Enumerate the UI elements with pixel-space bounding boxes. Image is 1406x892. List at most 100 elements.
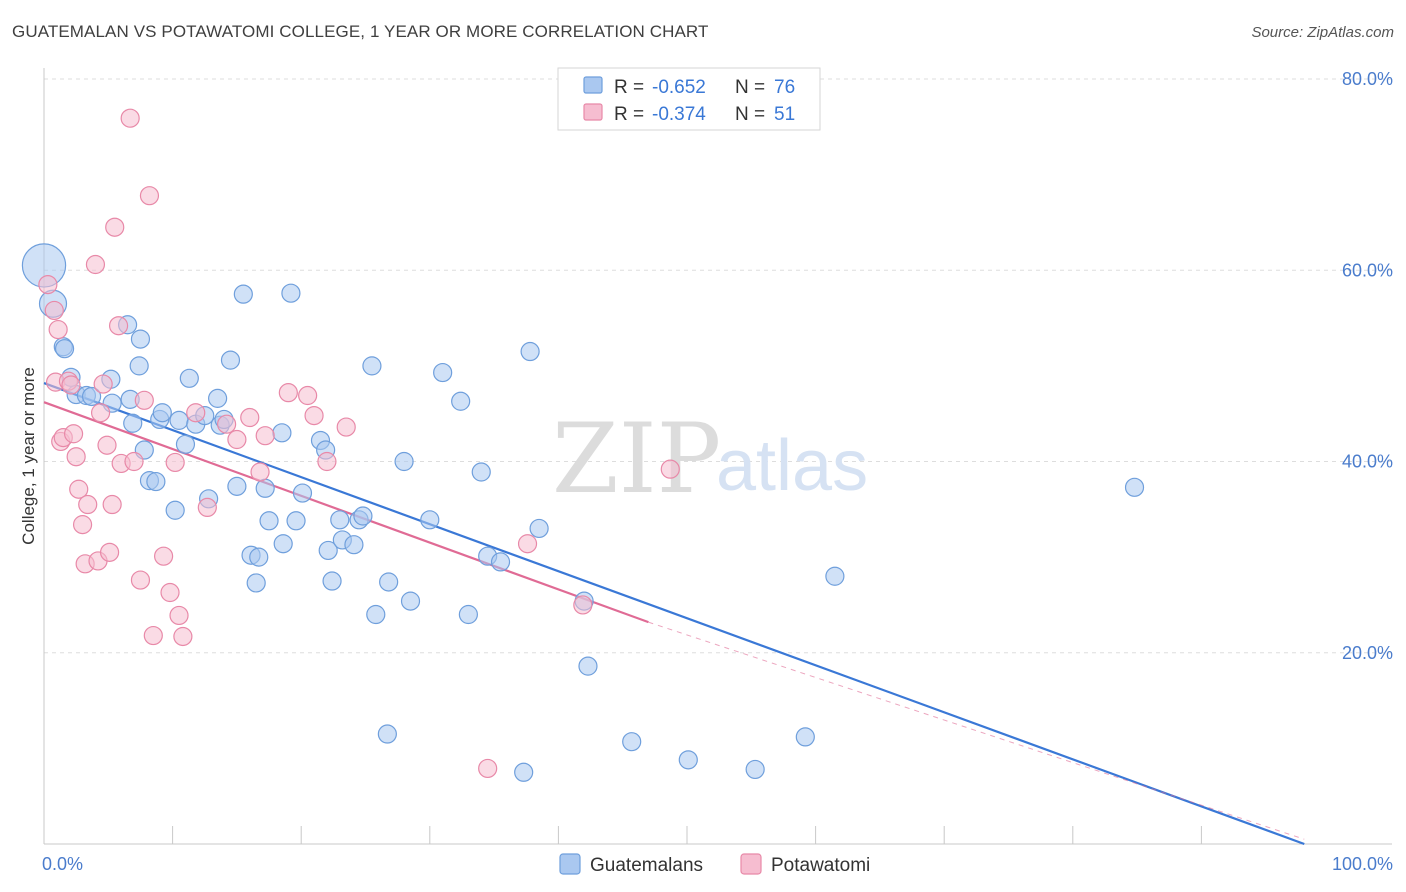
potawatomi-point-24 bbox=[120, 108, 140, 128]
stats-legend-swatch-potawatomi bbox=[583, 103, 603, 121]
stats-legend-n-label-1: N = bbox=[735, 77, 765, 98]
potawatomi-point-25 bbox=[124, 451, 144, 472]
potawatomi-point-44 bbox=[304, 406, 324, 426]
potawatomi-point-16 bbox=[90, 403, 111, 423]
legend-swatch-guatemalans bbox=[559, 853, 581, 875]
potawatomi-point-31 bbox=[160, 582, 180, 603]
potawatomi-point-48 bbox=[517, 534, 538, 554]
guatemalans-point-69 bbox=[745, 759, 765, 780]
stats-legend: R = -0.652 N = 76 R = -0.374 N = 51 bbox=[557, 67, 821, 131]
grid-layer bbox=[44, 78, 1392, 654]
guatemalans-point-66 bbox=[578, 656, 598, 676]
guatemalans-point-55 bbox=[379, 572, 399, 592]
guatemalans-point-41 bbox=[286, 511, 306, 531]
guatemalans-point-14 bbox=[130, 329, 151, 349]
potawatomi-point-30 bbox=[153, 546, 174, 566]
guatemalans-point-21 bbox=[169, 410, 189, 430]
stats-legend-r-label-1: R = bbox=[614, 77, 644, 98]
potawatomi-trend-line bbox=[43, 401, 649, 624]
guatemalans-point-3 bbox=[54, 339, 75, 359]
stats-legend-swatch-guatemalans bbox=[583, 76, 603, 94]
guatemalans-point-58 bbox=[433, 362, 453, 383]
guatemalans-point-32 bbox=[233, 284, 253, 304]
potawatomi-point-3 bbox=[48, 319, 68, 340]
potawatomi-point-17 bbox=[93, 374, 113, 394]
potawatomi-point-28 bbox=[139, 186, 160, 206]
stats-legend-r-label-2: R = bbox=[614, 104, 644, 125]
guatemalans-point-34 bbox=[246, 573, 266, 593]
guatemalans-point-37 bbox=[259, 511, 279, 531]
series-legend: Guatemalans Potawatomi bbox=[559, 853, 870, 876]
guatemalans-point-67 bbox=[622, 732, 642, 752]
guatemalans-point-23 bbox=[179, 368, 199, 388]
guatemalans-point-65 bbox=[520, 341, 540, 362]
guatemalans-point-68 bbox=[678, 750, 698, 770]
potawatomi-point-32 bbox=[165, 452, 185, 473]
legend-label-guatemalans: Guatemalans bbox=[590, 855, 703, 876]
trend-layer bbox=[43, 382, 1305, 846]
potawatomi-point-47 bbox=[478, 758, 498, 779]
potawatomi-point-10 bbox=[69, 479, 89, 499]
guatemalans-point-52 bbox=[362, 356, 382, 376]
potawatomi-point-14 bbox=[85, 254, 106, 275]
guatemalans-point-19 bbox=[152, 403, 172, 423]
potawatomi-point-33 bbox=[169, 605, 189, 626]
potawatomi-point-21 bbox=[105, 217, 125, 237]
guatemalans-point-38 bbox=[272, 423, 292, 443]
potawatomi-point-22 bbox=[108, 316, 129, 336]
stats-legend-r-value-1: -0.652 bbox=[652, 77, 706, 98]
guatemalans-point-56 bbox=[400, 591, 421, 611]
potawatomi-trend-extension bbox=[648, 621, 1305, 840]
guatemalans-point-27 bbox=[208, 388, 228, 408]
potawatomi-point-45 bbox=[317, 451, 337, 472]
guatemalans-point-12 bbox=[123, 413, 143, 433]
potawatomi-point-46 bbox=[336, 417, 356, 437]
guatemalans-point-17 bbox=[146, 471, 166, 492]
stats-legend-r-value-2: -0.374 bbox=[652, 104, 706, 125]
x-tick-label-0: 0.0% bbox=[42, 854, 83, 874]
potawatomi-point-34 bbox=[173, 626, 193, 647]
potawatomi-point-42 bbox=[278, 383, 298, 403]
y-axis-title: College, 1 year or more bbox=[19, 367, 38, 545]
guatemalans-point-31 bbox=[227, 476, 247, 496]
points-layer bbox=[21, 108, 1145, 782]
guatemalans-point-74 bbox=[529, 518, 549, 539]
potawatomi-point-35 bbox=[186, 403, 206, 423]
potawatomi-point-40 bbox=[250, 462, 270, 482]
potawatomi-point-38 bbox=[227, 429, 247, 450]
guatemalans-point-61 bbox=[471, 462, 491, 482]
y-tick-label-40: 40.0% bbox=[1342, 452, 1393, 472]
potawatomi-point-41 bbox=[255, 426, 275, 446]
potawatomi-point-19 bbox=[99, 542, 120, 562]
guatemalans-point-57 bbox=[420, 510, 440, 530]
guatemalans-point-75 bbox=[394, 451, 414, 472]
guatemalans-point-71 bbox=[825, 566, 845, 586]
potawatomi-point-27 bbox=[134, 390, 154, 410]
guatemalans-point-72 bbox=[1124, 477, 1145, 497]
guatemalans-point-70 bbox=[795, 727, 815, 747]
potawatomi-point-11 bbox=[72, 515, 93, 535]
y-tick-label-80: 80.0% bbox=[1342, 69, 1393, 89]
legend-swatch-potawatomi bbox=[740, 853, 762, 875]
guatemalans-point-49 bbox=[344, 535, 364, 555]
guatemalans-point-40 bbox=[281, 283, 301, 303]
potawatomi-point-13 bbox=[78, 494, 98, 515]
potawatomi-point-50 bbox=[660, 459, 680, 479]
potawatomi-point-9 bbox=[66, 447, 86, 467]
guatemalans-point-54 bbox=[377, 724, 397, 744]
guatemalans-point-39 bbox=[273, 534, 293, 554]
guatemalans-point-46 bbox=[322, 571, 342, 591]
stats-legend-n-value-2: 51 bbox=[774, 104, 795, 125]
potawatomi-point-7 bbox=[61, 375, 81, 395]
guatemalans-point-36 bbox=[255, 478, 275, 498]
guatemalans-point-53 bbox=[366, 604, 386, 625]
chart-source: Source: ZipAtlas.com bbox=[1251, 24, 1394, 41]
potawatomi-point-49 bbox=[573, 595, 593, 615]
guatemalans-point-20 bbox=[165, 500, 185, 520]
guatemalans-point-7 bbox=[81, 386, 102, 407]
potawatomi-point-39 bbox=[240, 407, 260, 428]
y-tick-label-20: 20.0% bbox=[1342, 643, 1393, 663]
guatemalans-point-59 bbox=[451, 391, 471, 411]
stats-legend-n-label-2: N = bbox=[735, 104, 765, 125]
